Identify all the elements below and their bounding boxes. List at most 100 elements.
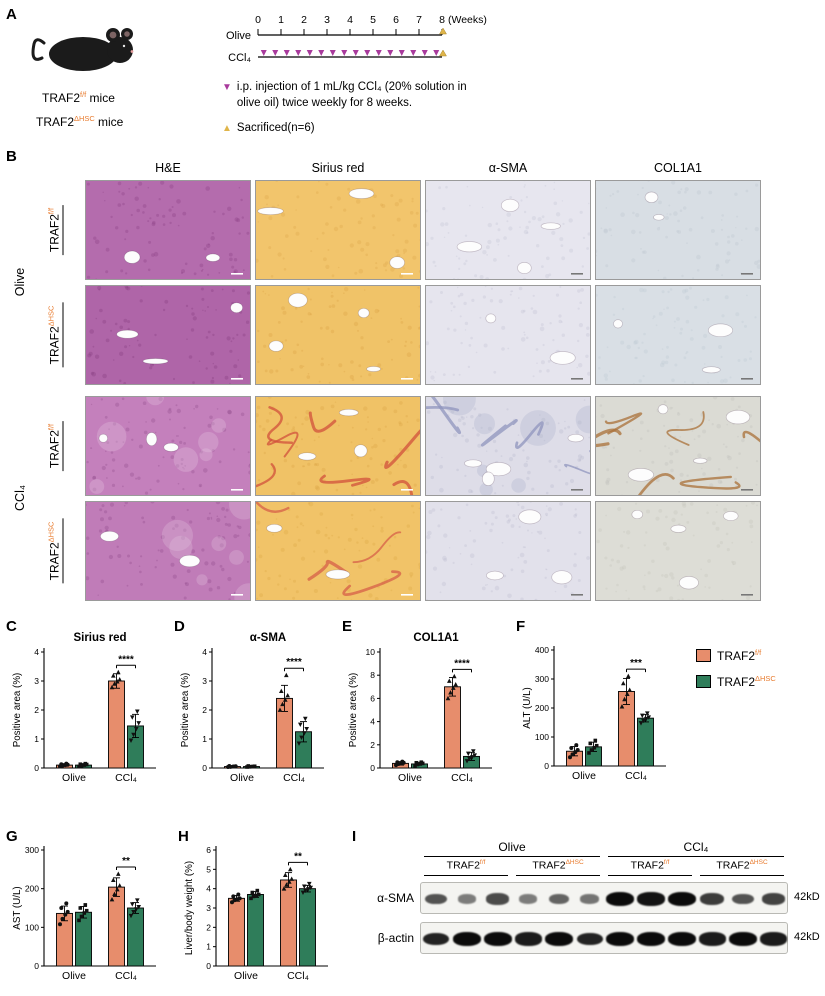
row-label-sup: f/f: [46, 423, 56, 431]
data-point: [448, 690, 453, 695]
tissue-texture: [232, 337, 235, 340]
tissue-texture: [294, 307, 298, 310]
y-tick-label: 0: [202, 763, 207, 773]
tissue-texture: [507, 593, 512, 599]
data-point: [135, 898, 140, 903]
tissue-texture: [668, 204, 671, 207]
tissue-texture: [701, 467, 703, 470]
bar: [247, 894, 264, 967]
tissue-texture: [371, 214, 375, 218]
tissue-texture: [501, 347, 505, 351]
data-point: [296, 741, 302, 746]
fibrosis-streak: [267, 406, 294, 444]
fibrosis-streak: [392, 480, 414, 496]
tissue-texture: [325, 182, 329, 186]
histology-image-asma-row3: [425, 501, 591, 601]
tissue-texture: [495, 238, 500, 243]
tissue-texture: [218, 460, 222, 464]
tissue-texture: [561, 333, 565, 337]
vessel: [464, 459, 483, 468]
vessel: [500, 198, 520, 212]
tissue-texture: [754, 226, 759, 232]
tissue-texture: [263, 344, 267, 348]
tissue-texture: [377, 427, 381, 432]
tissue-texture: [193, 408, 195, 410]
data-point: [77, 918, 81, 923]
tissue-texture: [112, 359, 115, 361]
tissue-texture: [206, 516, 210, 521]
data-point: [84, 908, 89, 913]
tissue-texture: [286, 422, 289, 426]
data-point: [281, 886, 287, 891]
data-point: [60, 916, 65, 921]
image-border: [255, 285, 421, 385]
tissue-texture: [258, 425, 262, 428]
tissue-texture: [457, 294, 461, 298]
tissue-texture: [447, 232, 450, 234]
data-point: [136, 904, 141, 910]
data-point: [306, 887, 311, 892]
tissue-texture: [439, 591, 442, 594]
histology-image-asma-row2: [425, 396, 591, 496]
tissue-texture: [577, 458, 582, 462]
injection-marker-icon: [329, 50, 336, 56]
tissue-texture: [545, 505, 548, 507]
tissue-texture: [123, 318, 128, 323]
tissue-texture: [658, 311, 663, 316]
tissue-texture: [211, 449, 215, 452]
data-point: [251, 894, 256, 899]
data-point: [627, 687, 632, 692]
tissue-texture: [631, 258, 636, 263]
tissue-texture: [171, 206, 174, 208]
tissue-texture: [684, 381, 686, 383]
tissue-texture: [554, 465, 558, 469]
tissue-texture: [213, 365, 218, 369]
tissue-texture: [531, 532, 533, 534]
tissue-texture: [697, 434, 701, 438]
tissue-texture: [315, 529, 321, 535]
tissue-texture: [661, 360, 666, 365]
tissue-texture: [719, 379, 725, 384]
tissue-texture: [290, 368, 294, 372]
tissue-texture: [667, 290, 670, 294]
tissue-texture: [612, 313, 616, 316]
row-label-ccl4-dhsc: TRAF2ΔHSC: [46, 518, 64, 584]
tissue-texture: [147, 186, 150, 189]
tissue-texture: [411, 200, 414, 203]
tissue-texture: [296, 195, 300, 199]
chart-title: Sirius red: [73, 632, 126, 644]
fibrosis-streak: [352, 531, 402, 564]
tissue-texture: [304, 416, 309, 421]
tissue-texture: [717, 479, 723, 484]
tissue-texture: [470, 336, 473, 340]
tissue-texture: [307, 287, 310, 291]
tissue-texture: [162, 456, 165, 459]
tissue-texture: [627, 546, 630, 549]
tissue-texture: [124, 463, 129, 468]
vessel: [257, 207, 284, 216]
data-point: [285, 693, 290, 698]
tissue-texture: [664, 573, 669, 579]
y-tick-label: 0: [34, 961, 39, 971]
tissue-texture: [651, 460, 655, 464]
vessel: [288, 292, 308, 308]
tissue-texture: [315, 486, 320, 491]
week-label: 7: [416, 14, 422, 26]
injection-marker-icon: ▼: [222, 82, 232, 93]
tissue-texture: [734, 477, 737, 481]
tissue-texture: [372, 542, 376, 546]
tissue-texture: [429, 300, 433, 304]
legend-prefix: TRAF2: [717, 675, 756, 689]
blot-band: [576, 932, 603, 946]
tissue-texture: [587, 232, 591, 236]
tissue-texture: [264, 570, 267, 573]
sig-stars: **: [294, 851, 302, 862]
tissue-texture: [646, 509, 650, 514]
scale-bar: [741, 594, 753, 596]
tissue-texture: [545, 421, 550, 426]
tissue-texture: [183, 442, 186, 445]
blot-band: [548, 893, 570, 905]
blot-band: [425, 893, 448, 905]
tissue-texture: [186, 508, 189, 512]
